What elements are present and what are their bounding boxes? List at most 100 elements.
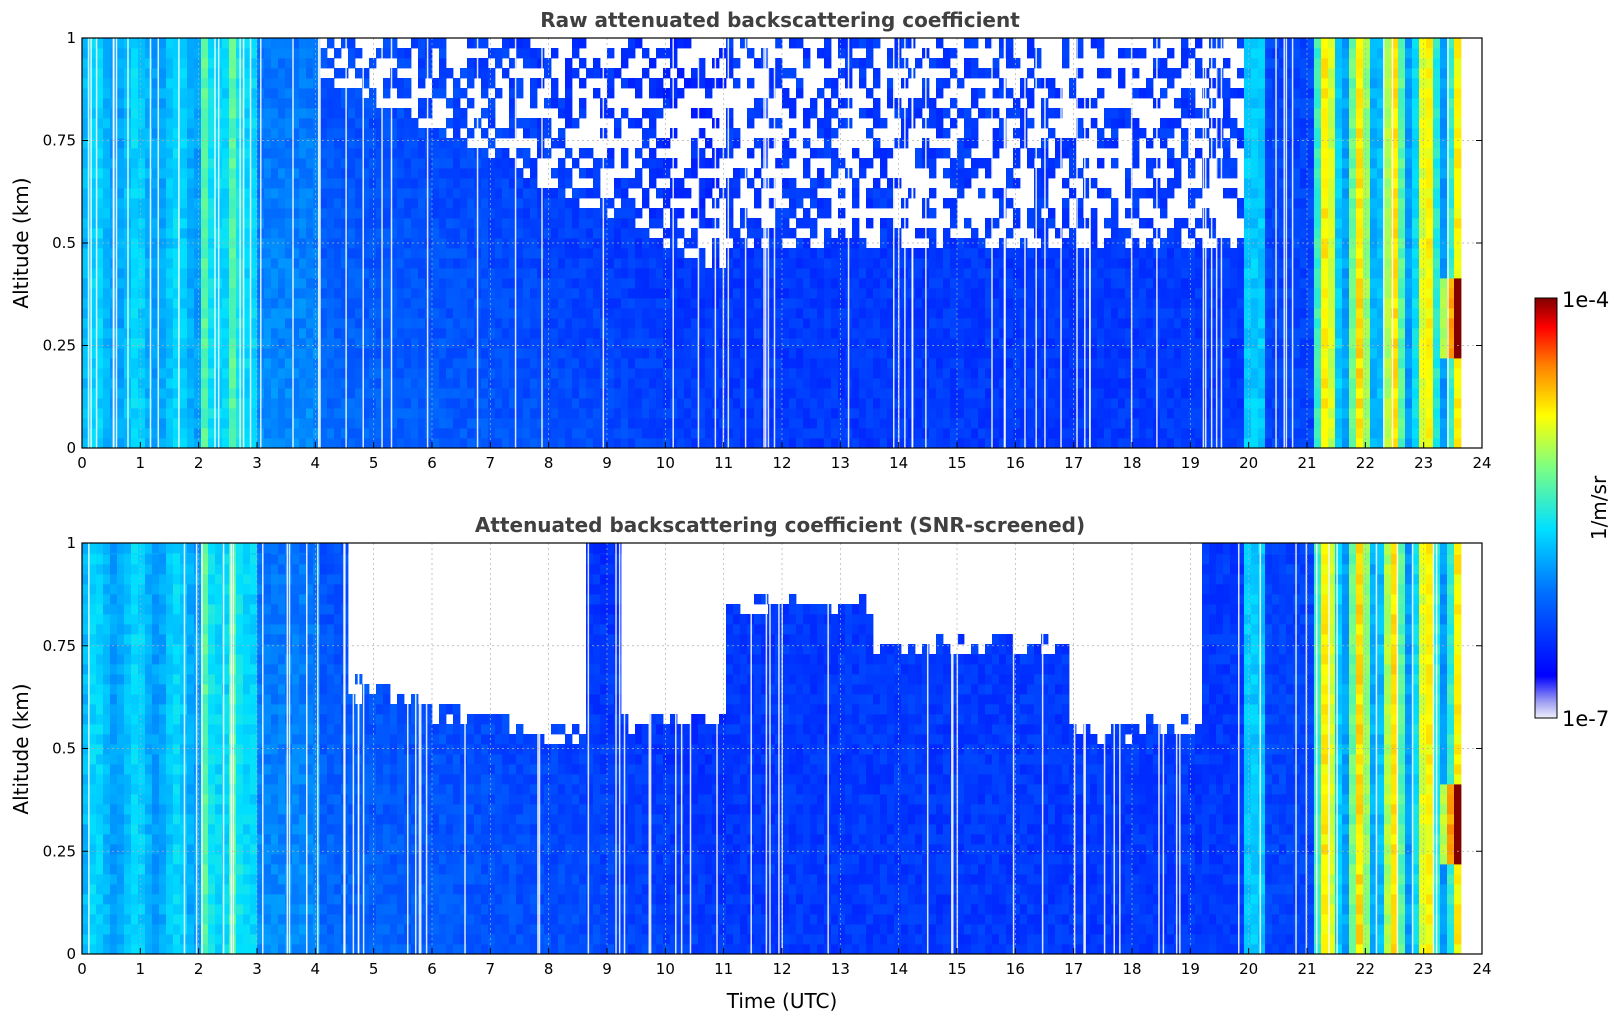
heatmap-cell (446, 158, 454, 169)
heatmap-cell (96, 428, 104, 439)
heatmap-cell (1048, 78, 1056, 89)
heatmap-cell (558, 438, 566, 449)
heatmap-cell (537, 78, 545, 89)
heatmap-cell (208, 78, 216, 89)
heatmap-cell (82, 208, 90, 219)
heatmap-cell (691, 428, 699, 439)
heatmap-cell (327, 318, 335, 329)
heatmap-cell (222, 438, 230, 449)
heatmap-cell (579, 298, 587, 309)
heatmap-cell (481, 68, 489, 79)
heatmap-cell (1048, 318, 1056, 329)
heatmap-cell (1097, 348, 1105, 359)
heatmap-cell (747, 318, 755, 329)
heatmap-cell (320, 378, 328, 389)
heatmap-cell (999, 298, 1007, 309)
heatmap-cell (929, 148, 937, 159)
heatmap-cell (691, 238, 699, 249)
heatmap-cell (964, 288, 972, 299)
heatmap-cell (481, 358, 489, 369)
heatmap-cell (201, 358, 209, 369)
heatmap-cell (530, 278, 538, 289)
heatmap-cell (586, 408, 594, 419)
heatmap-cell (117, 78, 125, 89)
heatmap-cell (264, 108, 272, 119)
heatmap-cell (642, 388, 650, 399)
heatmap-cell (1013, 248, 1021, 259)
heatmap-cell (152, 408, 160, 419)
heatmap-cell (586, 308, 594, 319)
heatmap-cell (404, 378, 412, 389)
heatmap-cell (516, 118, 524, 129)
heatmap-cell (579, 348, 587, 359)
heatmap-cell (621, 428, 629, 439)
heatmap-cell (243, 298, 251, 309)
heatmap-cell (523, 348, 531, 359)
heatmap-cell (187, 328, 195, 339)
heatmap-cell (271, 98, 279, 109)
heatmap-cell (306, 368, 314, 379)
heatmap-cell (544, 348, 552, 359)
heatmap-cell (355, 188, 363, 199)
heatmap-cell (460, 278, 468, 289)
heatmap-cell (1111, 268, 1119, 279)
heatmap-cell (593, 88, 601, 99)
heatmap-cell (103, 238, 111, 249)
heatmap-cell (138, 348, 146, 359)
heatmap-cell (817, 308, 825, 319)
heatmap-cell (376, 118, 384, 129)
heatmap-cell (1090, 408, 1098, 419)
heatmap-cell (852, 228, 860, 239)
heatmap-cell (488, 138, 496, 149)
heatmap-cell (425, 358, 433, 369)
heatmap-cell (663, 138, 671, 149)
heatmap-cell (369, 358, 377, 369)
heatmap-cell (334, 368, 342, 379)
heatmap-cell (292, 188, 300, 199)
heatmap-cell (208, 368, 216, 379)
heatmap-cell (1034, 408, 1042, 419)
heatmap-cell (824, 398, 832, 409)
heatmap-cell (978, 318, 986, 329)
heatmap-cell (1006, 358, 1014, 369)
heatmap-cell (803, 268, 811, 279)
heatmap-cell (943, 318, 951, 329)
heatmap-cell (404, 58, 412, 69)
heatmap-cell (796, 278, 804, 289)
heatmap-cell (355, 128, 363, 139)
heatmap-cell (292, 348, 300, 359)
heatmap-cell (677, 388, 685, 399)
heatmap-cell (558, 378, 566, 389)
heatmap-cell (418, 178, 426, 189)
heatmap-cell (166, 418, 174, 429)
heatmap-cell (992, 248, 1000, 259)
heatmap-cell (558, 338, 566, 349)
heatmap-cell (425, 438, 433, 449)
heatmap-cell (810, 378, 818, 389)
heatmap-cell (558, 128, 566, 139)
heatmap-cell (1090, 308, 1098, 319)
heatmap-cell (82, 188, 90, 199)
heatmap-cell (544, 68, 552, 79)
heatmap-cell (453, 388, 461, 399)
heatmap-cell (586, 298, 594, 309)
heatmap-cell (1076, 358, 1084, 369)
heatmap-cell (656, 188, 664, 199)
heatmap-cell (859, 298, 867, 309)
heatmap-cell (495, 88, 503, 99)
heatmap-cell (621, 108, 629, 119)
heatmap-cell (264, 128, 272, 139)
heatmap-cell (586, 398, 594, 409)
heatmap-cell (285, 208, 293, 219)
heatmap-cell (726, 428, 734, 439)
heatmap-cell (544, 418, 552, 429)
heatmap-cell (656, 158, 664, 169)
heatmap-cell (341, 258, 349, 269)
heatmap-cell (96, 308, 104, 319)
heatmap-cell (978, 398, 986, 409)
heatmap-cell (453, 148, 461, 159)
heatmap-cell (663, 48, 671, 59)
heatmap-cell (96, 88, 104, 99)
heatmap-cell (418, 428, 426, 439)
heatmap-cell (208, 218, 216, 229)
